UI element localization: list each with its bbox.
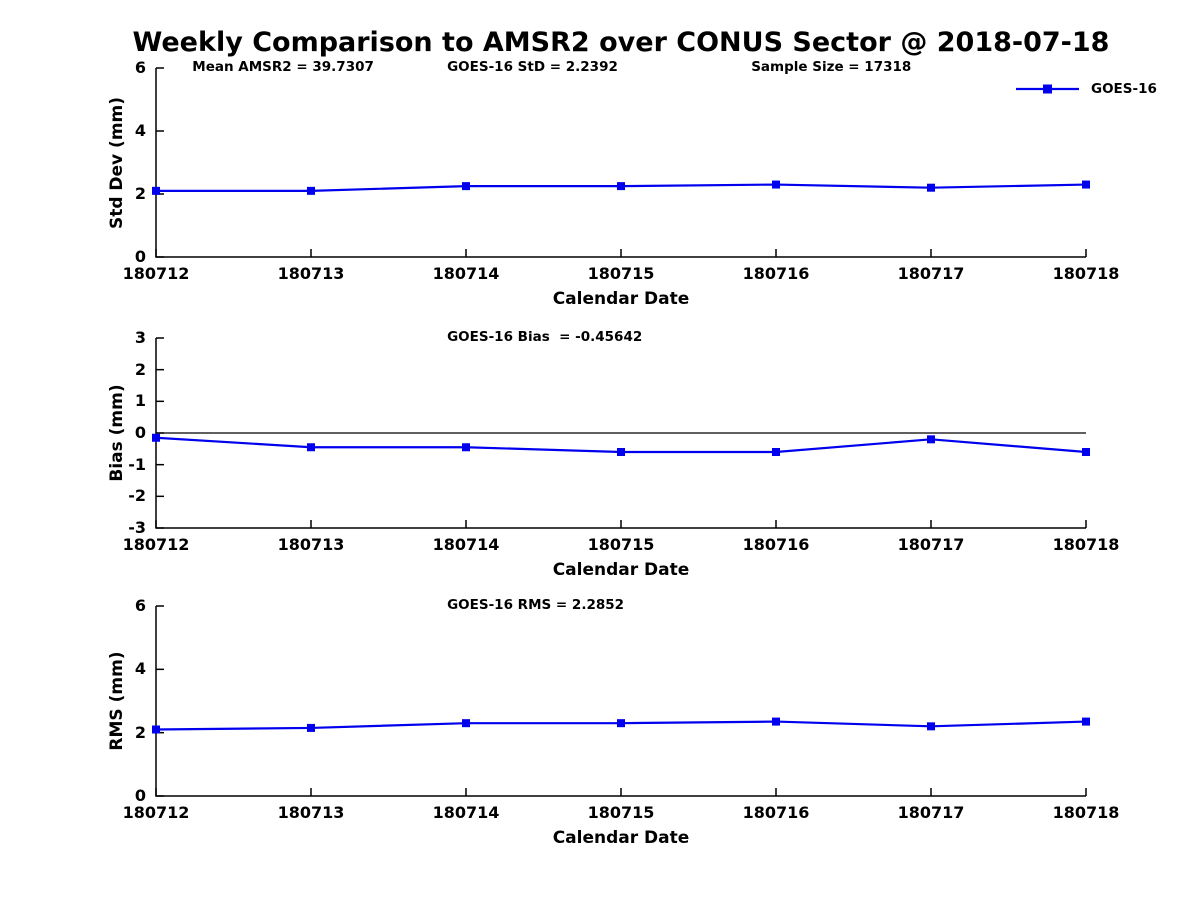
std-dev-x-tick-label: 180716 [742, 264, 810, 283]
bias-x-tick-label: 180717 [897, 535, 965, 554]
std-dev-x-tick-label: 180717 [897, 264, 965, 283]
std-dev-y-tick-label: 6 [134, 58, 146, 77]
rms-x-tick-label: 180716 [742, 803, 810, 822]
rms-data-point-marker [927, 722, 935, 731]
rms-y-tick-label: 6 [134, 596, 146, 615]
bias-y-tick-label: -1 [128, 454, 146, 474]
std-dev-data-point-marker [617, 182, 625, 191]
bias-data-point-marker [152, 433, 160, 442]
rms-annotation: GOES-16 RMS = 2.2852 [447, 597, 625, 613]
std-dev-x-tick-label: 180714 [432, 264, 500, 283]
bias-y-axis-label: Bias (mm) [107, 384, 127, 482]
rms-axes-spines [155, 606, 1086, 797]
std-dev-data-point-marker [152, 186, 160, 195]
bias-x-tick-label: 180716 [742, 535, 810, 554]
rms-x-tick-label: 180715 [587, 803, 655, 822]
bias-data-point-marker [1082, 448, 1090, 456]
rms-x-axis-label: Calendar Date [552, 828, 690, 848]
std-dev-data-point-marker [307, 186, 315, 195]
legend-line-sample [1016, 84, 1079, 94]
std-dev-annotation: Sample Size = 17318 [751, 59, 912, 75]
rms-y-tick-label: 2 [134, 722, 146, 742]
rms-data-point-marker [1082, 717, 1090, 726]
bias-data-point-marker [617, 448, 625, 456]
rms-y-axis-label: RMS (mm) [107, 651, 127, 751]
bias-x-tick-label: 180713 [277, 535, 345, 554]
bias-data-point-marker [772, 448, 780, 456]
std-dev-x-tick-label: 180712 [122, 264, 190, 283]
std-dev-data-point-marker [772, 180, 780, 189]
bias-y-tick-label: -2 [128, 486, 146, 506]
std-dev-x-tick-label: 180715 [587, 264, 655, 283]
std-dev-y-tick-label: 2 [134, 184, 146, 203]
bias-x-tick-label: 180712 [122, 535, 190, 554]
rms-x-tick-label: 180714 [432, 803, 500, 822]
rms-x-tick-label: 180713 [277, 803, 345, 822]
bias-x-tick-label: 180715 [587, 535, 655, 554]
rms-x-tick-label: 180717 [897, 803, 965, 822]
rms-data-point-marker [307, 723, 315, 732]
rms-y-tick-label: 0 [134, 786, 146, 805]
std-dev-annotation: GOES-16 StD = 2.2392 [447, 59, 618, 75]
bias-x-tick-label: 180714 [432, 535, 500, 554]
bias-y-tick-label: 0 [134, 423, 146, 442]
bias-data-point-marker [307, 443, 315, 452]
bias-y-tick-label: 1 [134, 391, 146, 411]
rms-data-point-marker [152, 725, 160, 734]
std-dev-y-tick-label: 4 [134, 121, 146, 140]
figure-title: Weekly Comparison to AMSR2 over CONUS Se… [132, 27, 1110, 58]
bias-x-axis-label: Calendar Date [552, 560, 690, 580]
std-dev-y-tick-label: 0 [134, 247, 146, 266]
bias-data-point-marker [462, 443, 470, 452]
std-dev-x-axis-label: Calendar Date [552, 289, 690, 309]
std-dev-axes-spines [155, 68, 1086, 258]
bias-data-point-marker [927, 435, 935, 444]
rms-data-point-marker [772, 717, 780, 726]
std-dev-data-point-marker [1082, 180, 1090, 189]
std-dev-data-point-marker [462, 182, 470, 191]
rms-x-tick-label: 180718 [1052, 803, 1120, 822]
legend-label: GOES-16 [1091, 81, 1157, 97]
legend: GOES-16 [1014, 81, 1157, 97]
std-dev-x-tick-label: 180718 [1052, 264, 1120, 283]
rms-data-point-marker [617, 719, 625, 728]
bias-y-tick-label: 3 [134, 328, 146, 347]
bias-annotation: GOES-16 Bias = -0.45642 [447, 329, 643, 345]
legend-square-marker-icon [1043, 84, 1052, 94]
rms-data-point-marker [462, 719, 470, 728]
rms-x-tick-label: 180712 [122, 803, 190, 822]
bias-y-tick-label: 2 [134, 359, 146, 379]
bias-y-tick-label: -3 [128, 518, 146, 537]
std-dev-data-point-marker [927, 183, 935, 192]
std-dev-x-tick-label: 180713 [277, 264, 345, 283]
std-dev-y-axis-label: Std Dev (mm) [107, 96, 127, 229]
bias-x-tick-label: 180718 [1052, 535, 1120, 554]
rms-y-tick-label: 4 [134, 659, 146, 679]
std-dev-annotation: Mean AMSR2 = 39.7307 [192, 59, 374, 75]
